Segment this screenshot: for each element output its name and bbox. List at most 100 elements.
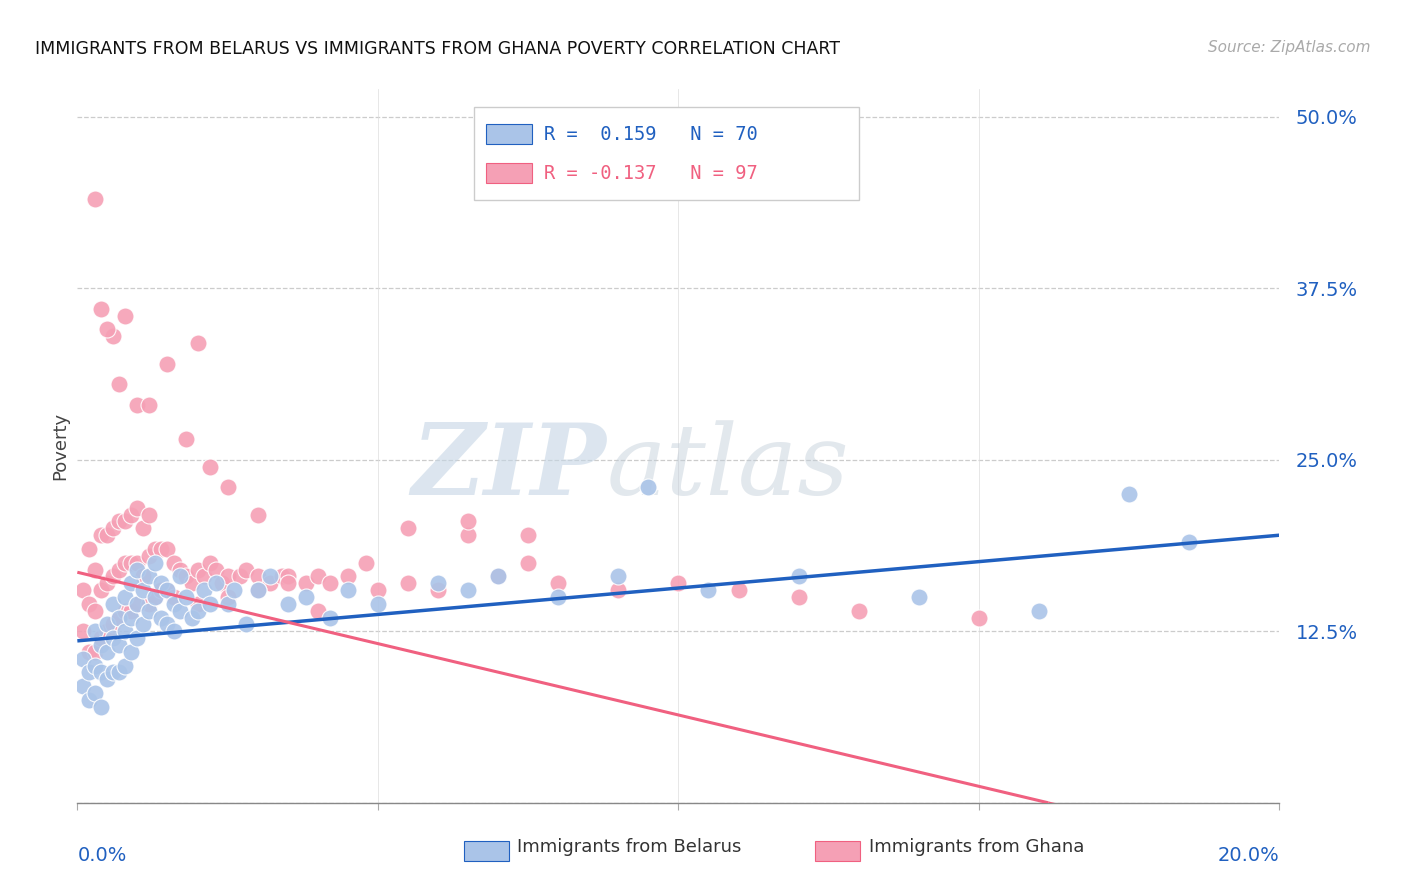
Point [169,562,191,576]
Point [294,590,316,604]
Text: R = -0.137   N = 97: R = -0.137 N = 97 [544,164,758,183]
Point [547,590,569,604]
Point [90,665,112,680]
Text: atlas: atlas [606,420,849,515]
Point [217,590,239,604]
Point [162,556,184,570]
Point [319,576,342,591]
Point [79,597,101,611]
Point [127,500,149,515]
Text: ZIP: ZIP [412,419,606,516]
Point [127,631,149,645]
Point [150,541,173,556]
Point [787,590,810,604]
Point [72,624,94,639]
Point [1028,604,1050,618]
Point [396,521,419,535]
Point [277,576,299,591]
Point [848,604,870,618]
Point [90,301,112,316]
Point [217,597,239,611]
FancyBboxPatch shape [474,107,859,200]
Point [127,597,149,611]
Point [198,459,221,474]
Point [145,556,167,570]
Point [145,590,167,604]
Point [120,604,142,618]
Point [108,610,131,624]
Point [259,569,281,583]
Point [103,569,125,583]
Point [138,398,160,412]
Point [294,576,316,591]
Point [127,556,149,570]
Point [79,665,101,680]
Point [367,583,389,598]
Point [145,590,167,604]
Text: IMMIGRANTS FROM BELARUS VS IMMIGRANTS FROM GHANA POVERTY CORRELATION CHART: IMMIGRANTS FROM BELARUS VS IMMIGRANTS FR… [35,40,841,58]
Point [120,556,142,570]
Point [307,604,329,618]
Point [145,541,167,556]
Point [103,617,125,632]
Point [457,528,479,542]
Point [162,624,184,639]
Point [169,569,191,583]
Point [120,576,142,591]
Y-axis label: Poverty: Poverty [51,412,69,480]
Point [132,583,155,598]
Point [193,569,215,583]
Point [79,693,101,707]
Point [547,576,569,591]
Point [162,597,184,611]
Point [84,686,107,700]
Point [156,617,179,632]
Point [427,576,450,591]
Point [114,590,136,604]
Point [108,515,131,529]
Point [246,508,269,522]
Point [96,528,118,542]
Point [108,610,131,624]
FancyBboxPatch shape [486,124,531,145]
Point [84,192,107,206]
Point [127,398,149,412]
Point [697,583,720,598]
Point [246,569,269,583]
Point [1178,535,1201,549]
Point [156,541,179,556]
Point [114,556,136,570]
Point [96,617,118,632]
Point [72,651,94,665]
Point [114,604,136,618]
Point [204,576,226,591]
Point [1118,487,1140,501]
Point [457,583,479,598]
Point [103,597,125,611]
Point [108,562,131,576]
Point [180,610,202,624]
Point [90,638,112,652]
Point [138,597,160,611]
Point [174,590,197,604]
Point [637,480,659,494]
Point [307,569,329,583]
Point [174,569,197,583]
Point [84,645,107,659]
Point [396,576,419,591]
Point [186,336,209,351]
Point [277,597,299,611]
Point [246,583,269,598]
Point [103,521,125,535]
Point [132,521,155,535]
Text: 0.0%: 0.0% [77,846,127,864]
Point [84,604,107,618]
Point [90,699,112,714]
Point [150,576,173,591]
Point [132,569,155,583]
Point [427,583,450,598]
Point [457,515,479,529]
Point [174,432,197,446]
Point [96,673,118,687]
Point [517,528,540,542]
